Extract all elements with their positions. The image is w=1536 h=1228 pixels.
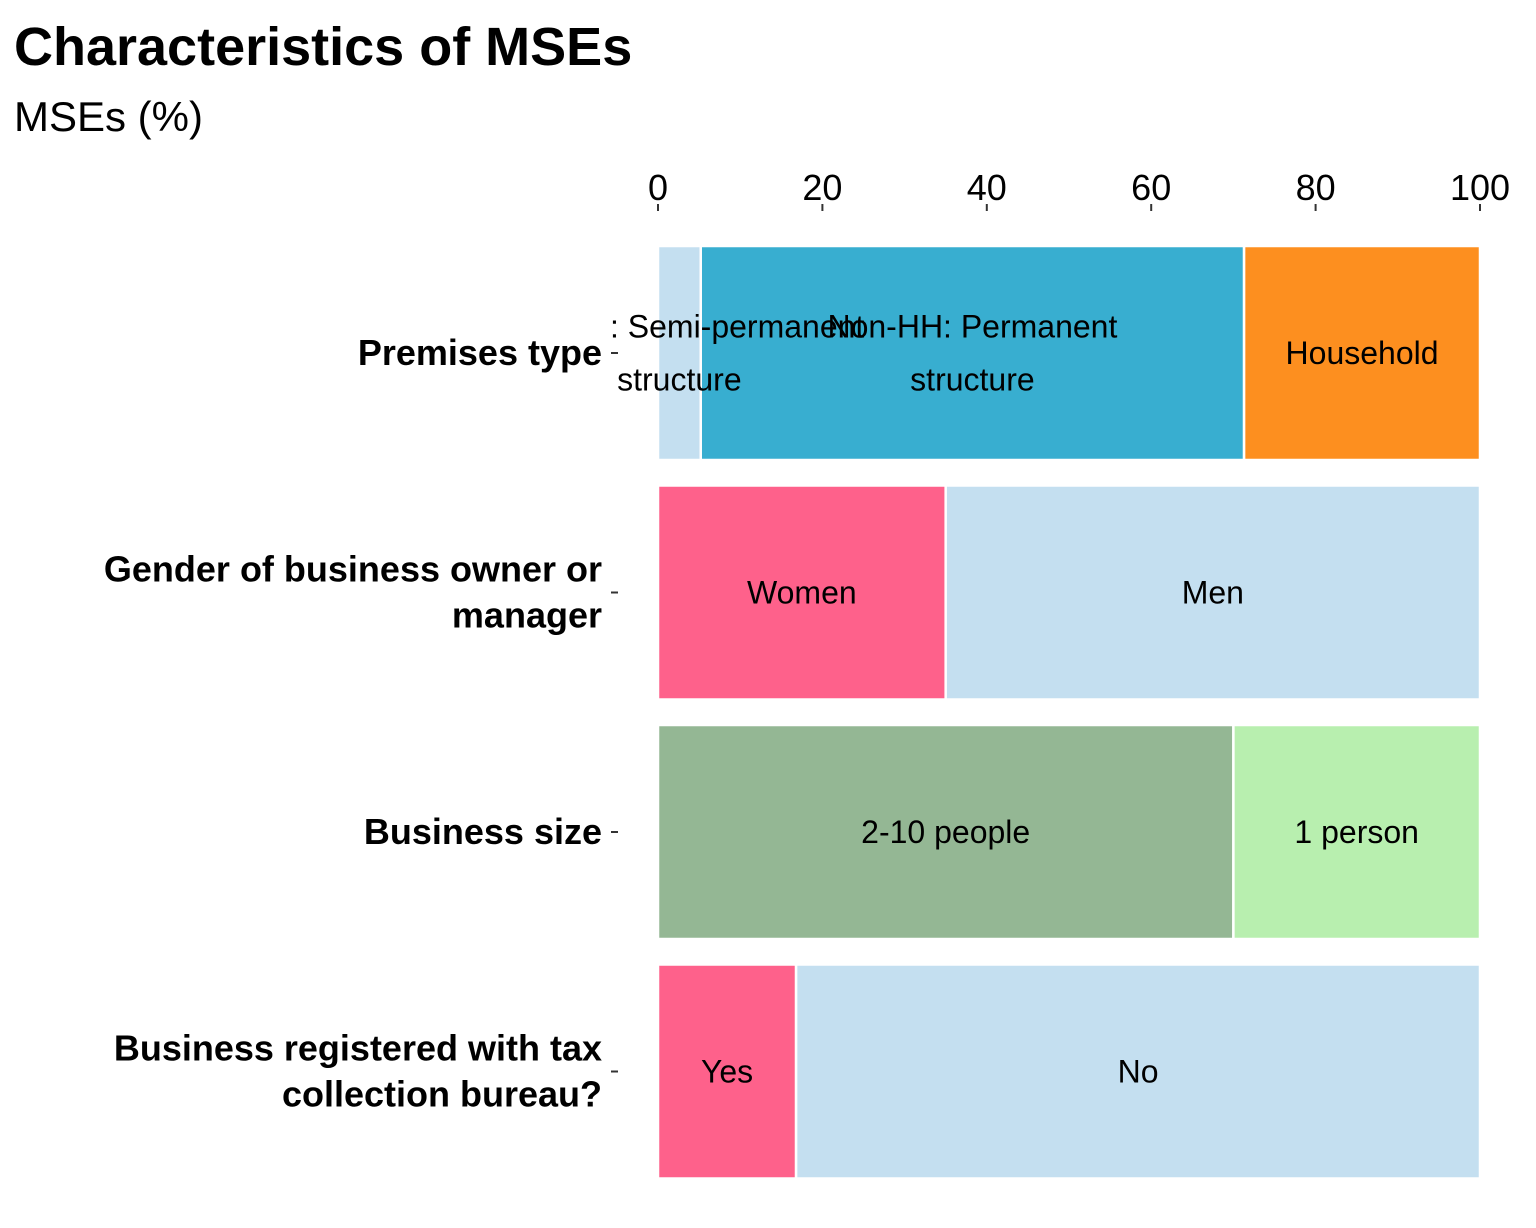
bar-segment-no [794,963,1482,1180]
category-label-gender-of-business-owner-or-manager: Gender of business owner or manager [104,549,602,636]
x-tick-label: 60 [1131,167,1171,208]
chart-title: Characteristics of MSEs [14,17,633,77]
category-label-business-size: Business size [364,811,602,852]
y-axis: Premises type Gender of business owner or… [104,332,618,1115]
bar-segment-household [1242,244,1482,462]
bar-segment-women [656,484,947,701]
segment-label-2-10-people: 2-10 people [861,814,1030,850]
bar-segment-2-10-people [656,723,1235,941]
segment-label-non-hh-semi-permanent-structure: Non-HH: Semi-permanent structure [494,309,864,398]
x-tick-label: 40 [967,167,1007,208]
x-tick-label: 80 [1296,167,1336,208]
bar-segment-non-hh-permanent-structure [699,244,1246,462]
bar-segment-men [944,484,1482,701]
segment-label-women: Women [747,575,857,611]
category-label-premises-type: Premises type [358,332,602,373]
segment-label-no: No [1118,1054,1159,1090]
x-axis: 0 20 40 60 80 100 [648,167,1510,211]
segment-label-1-person: 1 person [1294,814,1419,850]
segment-label-yes: Yes [701,1054,753,1090]
x-tick-label: 0 [648,167,668,208]
bar-segment-yes [656,963,798,1180]
segment-label-household: Household [1286,335,1439,371]
bar-segment-non-hh-semi-permanent-structure [656,244,702,462]
category-label-business-registered-with-tax-collection-bureau: Business registered with tax collection b… [114,1028,602,1115]
bars [656,244,1482,1180]
x-tick-label: 100 [1450,167,1510,208]
segment-label-non-hh-permanent-structure: Non-HH: Permanent structure [827,309,1117,398]
chart-subtitle: MSEs (%) [14,93,203,140]
x-tick-label: 20 [802,167,842,208]
bar-segment-1-person [1232,723,1482,941]
segment-label-men: Men [1182,575,1244,611]
